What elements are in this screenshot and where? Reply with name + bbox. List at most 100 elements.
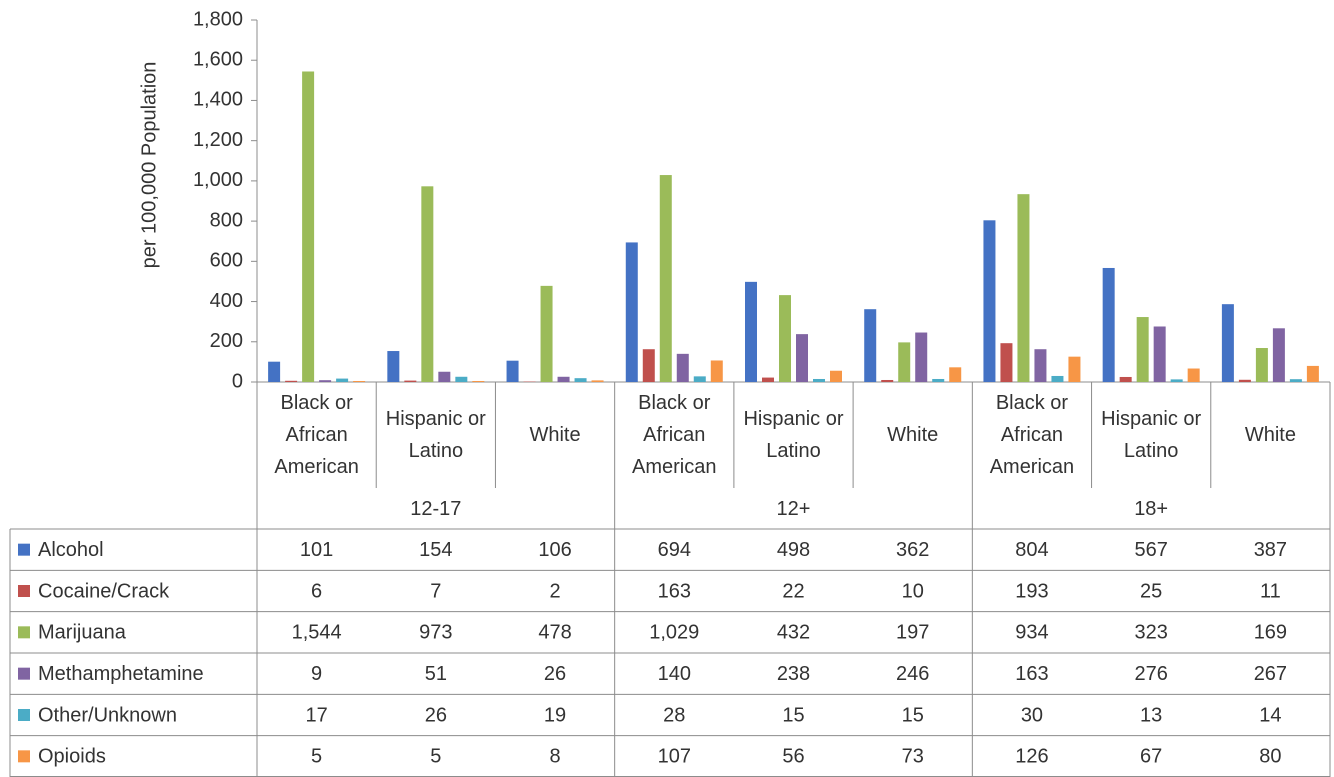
group-label: 12-17 — [410, 498, 461, 520]
bar — [1289, 379, 1302, 382]
bar — [1051, 375, 1064, 382]
category-label-box: White — [529, 424, 580, 446]
y-tick-label: 400 — [210, 290, 243, 312]
table-value: 163 — [1015, 663, 1048, 685]
group-label: 12+ — [777, 498, 811, 520]
x-tick-label: Black or African American — [274, 392, 359, 478]
table-value: 14 — [1259, 704, 1281, 726]
table-value: 56 — [782, 746, 804, 768]
bar — [387, 351, 400, 382]
bar — [1170, 379, 1183, 382]
bar — [1272, 328, 1285, 382]
table-value: 17 — [305, 704, 327, 726]
legend-swatch — [18, 543, 30, 556]
table-value: 238 — [777, 663, 810, 685]
legend-swatch — [18, 626, 30, 639]
bar — [659, 175, 672, 382]
bar — [285, 380, 298, 382]
bar — [268, 361, 281, 382]
table-value: 140 — [658, 663, 691, 685]
bar — [898, 342, 911, 382]
bar — [1068, 356, 1081, 382]
bar — [710, 360, 723, 382]
bar — [983, 220, 996, 382]
legend-swatch — [18, 667, 30, 680]
legend-label: Cocaine/Crack — [38, 580, 170, 602]
y-axis-label: per 100,000 Population — [138, 62, 160, 269]
y-tick-label: 1,800 — [193, 8, 243, 30]
bar — [319, 380, 332, 382]
table-value: 28 — [663, 704, 685, 726]
bar — [625, 242, 638, 382]
bar — [932, 378, 945, 382]
y-tick-label: 800 — [210, 209, 243, 231]
bar — [591, 380, 604, 382]
table-value: 567 — [1134, 539, 1167, 561]
category-label-box: Black or African American — [990, 392, 1074, 478]
bar — [745, 281, 757, 382]
y-tick-label: 600 — [210, 250, 243, 272]
y-tick-label: 200 — [210, 330, 243, 352]
legend-label: Opioids — [38, 746, 106, 768]
table-value: 8 — [549, 746, 560, 768]
legend-swatch — [18, 709, 30, 721]
bar — [693, 376, 706, 382]
table-value: 11 — [1260, 580, 1281, 602]
category-label-box: Hispanic or Latino — [386, 408, 486, 462]
category-label-box: Hispanic or Latino — [1101, 408, 1202, 462]
y-tick-label: 1,400 — [193, 89, 243, 111]
table-value: 107 — [658, 746, 691, 768]
bar — [353, 380, 366, 382]
table-value: 1,029 — [649, 622, 699, 644]
table-value: 2 — [549, 580, 560, 602]
x-tick-label: Hispanic or Latino — [1101, 408, 1202, 462]
x-tick-label: Black or African American — [632, 392, 717, 478]
table-value: 432 — [777, 622, 810, 644]
bar — [472, 380, 485, 382]
bar — [438, 371, 451, 382]
bar — [1102, 267, 1115, 382]
table-value: 276 — [1134, 663, 1167, 685]
bar — [1221, 304, 1234, 382]
bar — [1153, 326, 1166, 382]
table-value: 694 — [658, 539, 691, 561]
table-value: 973 — [419, 622, 452, 644]
table-value: 246 — [896, 663, 929, 685]
table-value: 934 — [1015, 622, 1048, 644]
x-tick-label: Hispanic or Latino — [743, 408, 844, 462]
table-value: 80 — [1259, 746, 1281, 768]
bar — [813, 378, 825, 382]
table-value: 51 — [425, 663, 447, 685]
legend-label: Alcohol — [38, 539, 104, 561]
bar — [557, 376, 570, 382]
y-tick-label: 1,600 — [193, 49, 243, 71]
table-value: 267 — [1254, 663, 1287, 685]
bar — [302, 71, 315, 383]
table-value: 169 — [1254, 622, 1287, 644]
group-label: 18+ — [1134, 498, 1168, 520]
category-label-box: White — [1244, 424, 1296, 446]
bar — [1034, 349, 1047, 382]
table-value: 15 — [902, 704, 924, 726]
table-value: 193 — [1015, 580, 1048, 602]
bar — [881, 379, 894, 382]
table-value: 26 — [425, 704, 447, 726]
bar — [949, 367, 962, 382]
bar — [1136, 317, 1149, 382]
table-value: 362 — [896, 539, 929, 561]
bar — [574, 378, 587, 382]
table-value: 9 — [311, 663, 322, 685]
x-tick-label: White — [1244, 424, 1296, 446]
table-value: 13 — [1140, 704, 1162, 726]
table-value: 5 — [311, 746, 322, 768]
table-value: 498 — [777, 539, 810, 561]
legend-label: Other/Unknown — [38, 704, 177, 726]
y-tick-label: 1,200 — [193, 129, 243, 151]
legend-swatch — [18, 585, 30, 597]
table-value: 101 — [300, 539, 333, 561]
category-label-box: Black or African American — [632, 392, 717, 478]
legend-swatch — [18, 750, 30, 763]
table-value: 10 — [902, 580, 924, 602]
bar — [1238, 379, 1251, 382]
bar — [796, 334, 808, 382]
